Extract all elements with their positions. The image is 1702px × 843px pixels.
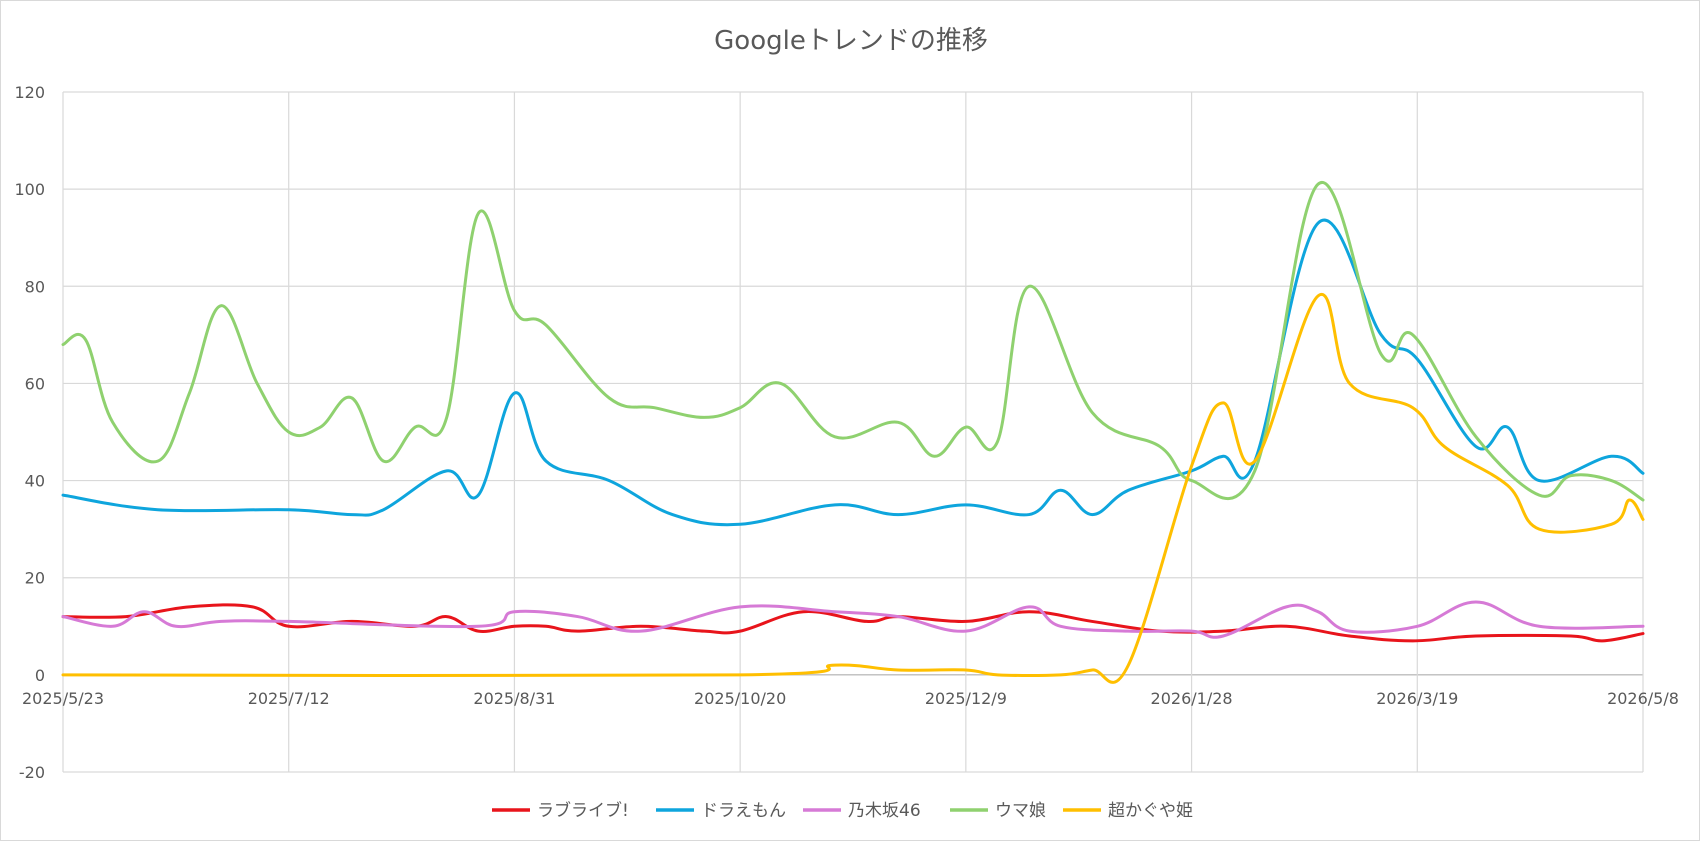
x-axis-ticks: 2025/5/23 2025/7/12 2025/8/31 2025/10/20 202… [22, 689, 1679, 708]
x-tick-label: 2025/8/31 [473, 689, 555, 708]
y-tick-label: 0 [35, 666, 45, 685]
series-line-3 [61, 600, 1645, 639]
y-tick-label: 120 [14, 83, 45, 102]
y-tick-label: -20 [19, 763, 45, 782]
legend-label: 乃木坂46 [848, 801, 921, 821]
x-tick-label: 2026/1/28 [1151, 689, 1233, 708]
chart-title: Googleトレンドの推移 [714, 26, 988, 56]
x-tick-label: 2025/12/9 [925, 689, 1007, 708]
y-tick-label: 20 [25, 569, 45, 588]
x-tick-label: 2025/7/12 [248, 689, 330, 708]
y-axis-ticks: -20 0 20 40 60 80 100 120 [14, 83, 45, 782]
series-lines [61, 180, 1645, 684]
legend: ラブライブ! ドラえもん 乃木坂46 ウマ娘 超かぐや姫 [492, 800, 1193, 821]
series-line-5 [61, 292, 1645, 684]
series-line-4 [61, 180, 1645, 502]
series-line-2 [61, 218, 1645, 527]
y-tick-label: 80 [25, 277, 45, 296]
legend-label: ドラえもん [701, 801, 786, 821]
x-tick-label: 2026/5/8 [1607, 689, 1679, 708]
x-tick-label: 2025/5/23 [22, 689, 104, 708]
legend-label: ウマ娘 [995, 801, 1046, 821]
legend-label: ラブライブ! [537, 800, 629, 821]
legend-label: 超かぐや姫 [1108, 801, 1193, 821]
x-tick-label: 2025/10/20 [694, 689, 786, 708]
y-tick-label: 40 [25, 472, 45, 491]
grid-lines [62, 91, 1644, 773]
y-tick-label: 100 [14, 180, 45, 199]
y-tick-label: 60 [25, 374, 45, 393]
x-tick-label: 2026/3/19 [1376, 689, 1458, 708]
series-line-1 [61, 603, 1645, 643]
